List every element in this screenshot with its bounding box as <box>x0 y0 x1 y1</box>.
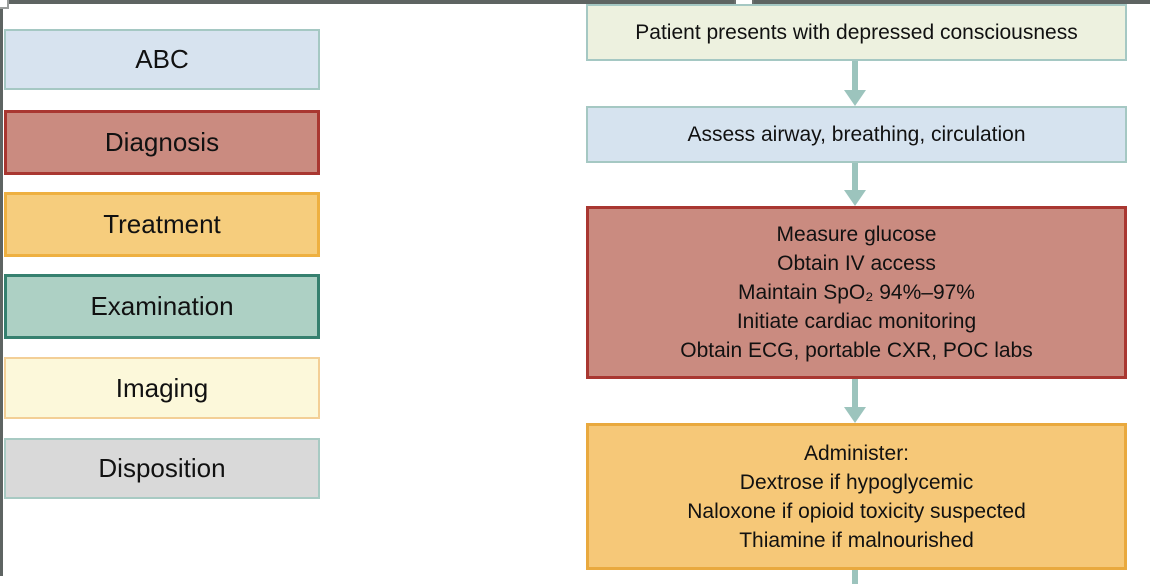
flow-node-presentation: Patient presents with depressed consciou… <box>586 4 1127 61</box>
legend-item-examination: Examination <box>4 274 320 339</box>
legend-item-imaging: Imaging <box>4 357 320 419</box>
flow-node-line: Patient presents with depressed consciou… <box>635 21 1078 44</box>
top-left-corner-handle[interactable] <box>0 0 9 9</box>
arrow-head-icon <box>844 90 866 106</box>
legend-label: Examination <box>90 291 234 321</box>
legend-label: Diagnosis <box>104 127 220 157</box>
flow-node-line: Obtain IV access <box>777 252 936 275</box>
flow-node-abc-assessment: Assess airway, breathing, circulation <box>586 106 1127 163</box>
legend-label: Disposition <box>98 453 226 483</box>
legend-label: Imaging <box>115 372 209 403</box>
arrow-stem <box>852 163 858 190</box>
legend-item-diagnosis: Diagnosis <box>4 110 320 175</box>
flow-node-line: Administer: <box>803 441 910 465</box>
legend-item-disposition: Disposition <box>4 438 320 499</box>
flow-node-line: Assess airway, breathing, circulation <box>687 123 1026 146</box>
flow-node-line: Dextrose if hypoglycemic <box>739 470 974 494</box>
flow-arrow-down-cutoff <box>844 570 866 584</box>
flow-node-line: Thiamine if malnourished <box>739 528 974 552</box>
arrow-head-icon <box>844 190 866 206</box>
arrow-stem <box>852 379 858 407</box>
flow-arrow-down <box>844 379 866 423</box>
flow-arrow-down <box>844 163 866 206</box>
flow-node-line: Initiate cardiac monitoring <box>736 310 977 333</box>
frame-top-line <box>8 0 1150 4</box>
flow-node-line: Maintain SpO₂ 94%–97% <box>738 281 975 304</box>
arrow-head-icon <box>844 407 866 423</box>
flow-node-line: Obtain ECG, portable CXR, POC labs <box>680 339 1033 362</box>
flow-node-line: Naloxone if opioid toxicity suspected <box>687 499 1026 523</box>
frame-left-line <box>0 8 3 576</box>
legend-item-treatment: Treatment <box>4 192 320 257</box>
flow-node-treatment: Administer: Dextrose if hypoglycemic Nal… <box>586 423 1127 570</box>
legend-label: Treatment <box>103 209 221 239</box>
legend-item-abc: ABC <box>4 29 320 90</box>
legend-label: ABC <box>135 44 189 74</box>
arrow-stem <box>852 61 858 90</box>
flow-node-line: Measure glucose <box>776 223 937 246</box>
flow-node-diagnostics: Measure glucose Obtain IV access Maintai… <box>586 206 1127 379</box>
flow-arrow-down <box>844 61 866 106</box>
arrow-stem <box>852 570 858 584</box>
